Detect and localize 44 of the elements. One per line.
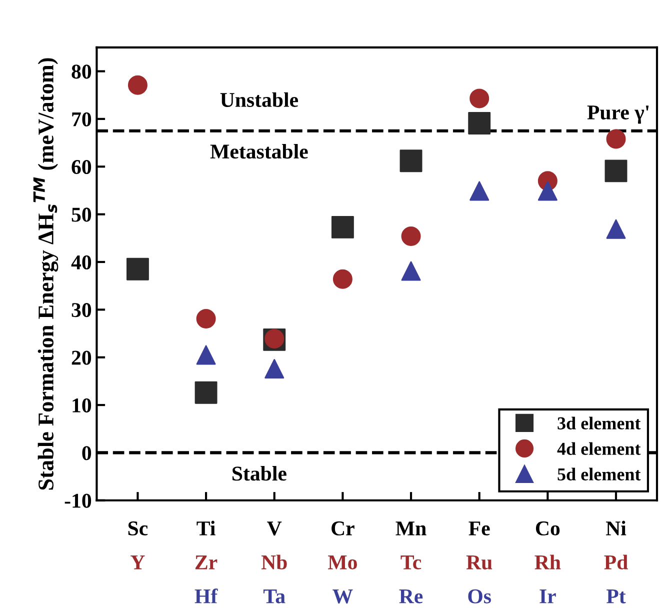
y-tick-label: 40: [71, 255, 92, 270]
point: [470, 88, 490, 108]
y-tick-label: 10: [72, 398, 92, 412]
y-tick-label: -10: [64, 494, 92, 508]
y-tick-label: 30: [72, 303, 92, 318]
legend-label: 3d element: [558, 416, 641, 430]
y-tick-label: 60: [72, 160, 92, 174]
y-tick-label: 50: [72, 208, 92, 222]
point: [196, 308, 216, 328]
x-tick-label: Ni Pd Pt: [604, 520, 628, 604]
x-tick-label: V Nb Ta: [261, 522, 287, 604]
point: [401, 226, 421, 246]
point: [194, 381, 218, 404]
ref-line-label: Pure γ': [587, 106, 649, 124]
y-tick-label: 20: [72, 350, 92, 365]
legend-label: 5d element: [558, 468, 641, 480]
point: [196, 345, 216, 365]
x-tick-label: Mn Tc Re: [396, 522, 426, 604]
point: [128, 75, 148, 95]
point: [606, 129, 626, 149]
point: [332, 269, 352, 289]
x-tick-label: Sc Y: [128, 521, 148, 570]
point: [606, 219, 626, 239]
x-tick-label: Cr Mo W: [328, 521, 357, 604]
point: [470, 181, 490, 201]
y-tick-label: 0: [82, 446, 92, 460]
point: [126, 258, 149, 280]
y-tick-label: 80: [72, 64, 92, 79]
point: [538, 181, 558, 201]
x-tick-label: Co Rh Ir: [534, 521, 561, 604]
point: [401, 261, 421, 281]
point: [400, 150, 422, 172]
point: [264, 359, 284, 379]
x-tick-label: Fe Ru Os: [466, 522, 492, 604]
annotation: Metastable: [210, 144, 308, 159]
point: [468, 112, 491, 134]
annotation: Unstable: [220, 92, 298, 107]
point: [331, 216, 354, 238]
y-tick-label: 70: [72, 112, 92, 126]
y-axis-title: Stable Formation Energy ΔH$_{s}$$^{TM}$ (meV/atom): [33, 58, 58, 490]
legend-label: 4d element: [557, 442, 641, 455]
x-tick-label: Ti Zr Hf: [194, 520, 218, 604]
point: [604, 160, 628, 182]
annotation: Stable: [232, 466, 286, 481]
